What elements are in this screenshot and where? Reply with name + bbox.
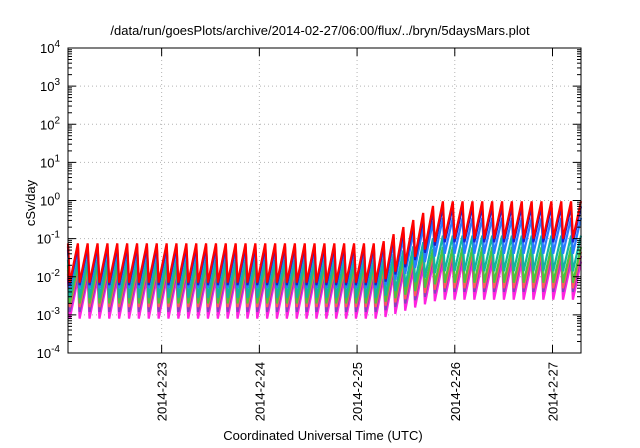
y-tick-exponent: 0	[54, 192, 60, 203]
y-tick-exponent: 2	[54, 115, 60, 126]
y-tick-label: 104	[40, 39, 60, 56]
series-line	[66, 201, 583, 283]
y-tick-exponent: -3	[51, 306, 60, 317]
x-tick-label: 2014-2-25	[350, 362, 365, 421]
y-tick-base: 10	[37, 270, 51, 285]
y-tick-exponent: 4	[54, 39, 60, 50]
x-tick-label: 2014-2-24	[252, 362, 267, 421]
y-tick-base: 10	[40, 194, 54, 209]
x-tick-label: 2014-2-26	[448, 362, 463, 421]
y-tick-label: 100	[40, 192, 60, 209]
y-tick-exponent: -1	[51, 230, 60, 241]
y-tick-label: 10-4	[37, 344, 61, 361]
series-layer	[66, 201, 583, 319]
x-tick-label: 2014-2-23	[155, 362, 170, 421]
chart-title: /data/run/goesPlots/archive/2014-02-27/0…	[110, 23, 530, 38]
y-tick-base: 10	[40, 41, 54, 56]
tick-layer: 10-410-310-210-11001011021031042014-2-23…	[37, 39, 581, 421]
y-tick-label: 103	[40, 77, 60, 94]
x-axis-label: Coordinated Universal Time (UTC)	[223, 428, 422, 443]
y-tick-label: 102	[40, 115, 60, 132]
y-tick-label: 101	[40, 153, 60, 170]
y-tick-exponent: 3	[54, 77, 60, 88]
y-axis-label: cSv/day	[23, 179, 38, 226]
y-tick-base: 10	[40, 155, 54, 170]
y-tick-exponent: -2	[51, 268, 60, 279]
y-tick-label: 10-3	[37, 306, 61, 323]
y-tick-base: 10	[40, 117, 54, 132]
x-tick-label: 2014-2-27	[546, 362, 561, 421]
y-tick-exponent: -4	[51, 344, 60, 355]
y-tick-exponent: 1	[54, 153, 60, 164]
grid	[68, 48, 581, 353]
y-tick-label: 10-2	[37, 268, 61, 285]
y-tick-base: 10	[37, 346, 51, 361]
y-tick-base: 10	[37, 308, 51, 323]
y-tick-label: 10-1	[37, 230, 61, 247]
y-tick-base: 10	[37, 232, 51, 247]
y-tick-base: 10	[40, 79, 54, 94]
